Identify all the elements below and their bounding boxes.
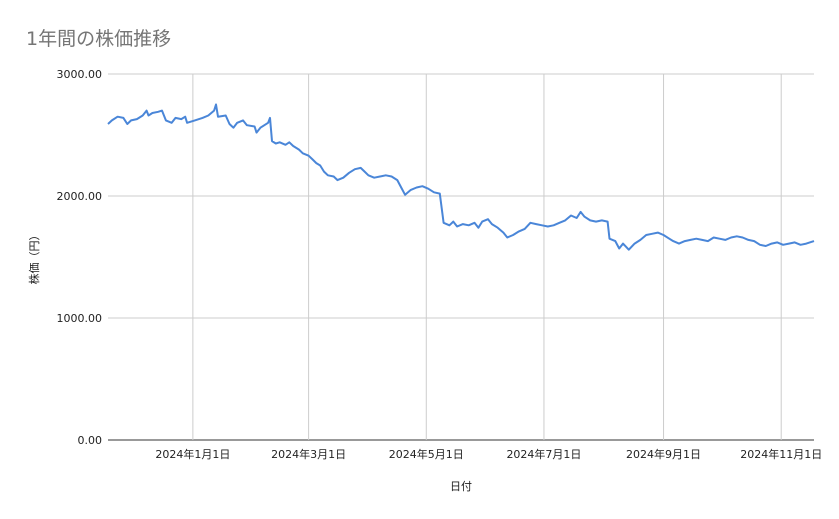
x-tick-label: 2024年9月1日 [626,447,701,461]
y-tick-label: 3000.00 [57,68,103,81]
x-tick-label: 2024年5月1日 [389,447,464,461]
x-tick-label: 2024年11月1日 [740,447,822,461]
y-axis-title: 株価（円） [27,230,41,285]
x-axis-ticks: 2024年1月1日 2024年3月1日 2024年5月1日 2024年7月1日 2024… [155,447,822,461]
series-layer [107,103,815,251]
gridlines [108,73,814,441]
y-axis-ticks: 0.00 1000.00 2000.00 3000.00 [57,68,103,447]
y-tick-label: 2000.00 [57,190,103,203]
x-tick-label: 2024年3月1日 [271,447,346,461]
x-tick-label: 2024年7月1日 [506,447,581,461]
series-line [107,103,815,251]
y-tick-label: 0.00 [78,434,103,447]
chart-title: 1年間の株価推移 [26,28,172,50]
y-tick-label: 1000.00 [57,312,103,325]
x-axis-title: 日付 [450,480,472,493]
x-tick-label: 2024年1月1日 [155,447,230,461]
